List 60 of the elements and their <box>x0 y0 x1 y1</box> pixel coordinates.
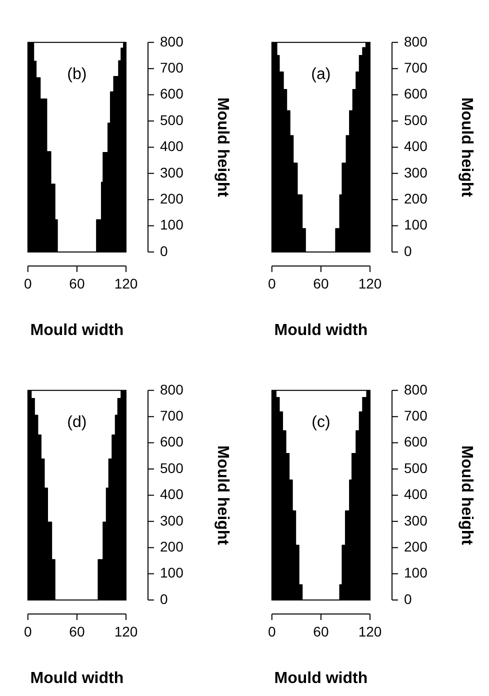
y-tick-label: 800 <box>160 381 184 398</box>
y-tick-label: 500 <box>160 460 184 476</box>
y-tick-label: 800 <box>160 33 184 50</box>
y-tick-label: 0 <box>160 242 168 259</box>
y-tick-label: 400 <box>404 138 428 154</box>
y-tick-label: 800 <box>404 33 428 50</box>
y-tick-label: 200 <box>404 190 428 206</box>
y-tick-label: 300 <box>160 512 184 528</box>
y-tick-label: 500 <box>404 460 428 476</box>
x-tick-label: 120 <box>358 623 382 640</box>
y-axis-title: Mould height <box>214 445 231 546</box>
x-tick-label: 120 <box>114 623 138 640</box>
y-tick-label: 400 <box>160 138 184 154</box>
x-tick-label: 60 <box>69 275 85 292</box>
y-tick-label: 0 <box>404 590 412 607</box>
x-tick-label: 0 <box>24 623 32 640</box>
y-tick-label: 500 <box>404 112 428 128</box>
annotation: (d) <box>67 414 87 431</box>
y-tick-label: 200 <box>160 538 184 554</box>
x-tick-label: 120 <box>114 275 138 292</box>
x-tick-label: 60 <box>69 623 85 640</box>
y-tick-label: 0 <box>404 242 412 259</box>
x-tick-label: 120 <box>358 275 382 292</box>
y-tick-label: 700 <box>160 407 184 424</box>
x-tick-label: 60 <box>313 275 329 292</box>
y-tick-label: 600 <box>160 434 184 450</box>
y-tick-label: 700 <box>160 59 184 76</box>
y-tick-label: 100 <box>404 216 428 233</box>
y-tick-label: 700 <box>404 59 428 76</box>
x-axis-title: Mould width <box>30 322 124 339</box>
x-tick-label: 0 <box>268 275 276 292</box>
y-tick-label: 100 <box>160 216 184 233</box>
y-tick-label: 300 <box>404 164 428 180</box>
x-axis-title: Mould width <box>30 670 124 687</box>
y-tick-label: 400 <box>160 486 184 502</box>
y-tick-label: 100 <box>160 564 184 581</box>
y-tick-label: 200 <box>160 190 184 206</box>
y-tick-label: 600 <box>404 434 428 450</box>
y-tick-label: 700 <box>404 407 428 424</box>
y-tick-label: 500 <box>160 112 184 128</box>
annotation: (b) <box>67 66 87 83</box>
x-tick-label: 0 <box>24 275 32 292</box>
y-tick-label: 600 <box>160 86 184 102</box>
y-tick-label: 300 <box>404 512 428 528</box>
y-axis-title: Mould height <box>214 97 231 198</box>
y-tick-label: 400 <box>404 486 428 502</box>
x-tick-label: 0 <box>268 623 276 640</box>
annotation: (a) <box>311 66 331 83</box>
y-tick-label: 800 <box>404 381 428 398</box>
y-tick-label: 100 <box>404 564 428 581</box>
y-tick-label: 300 <box>160 164 184 180</box>
y-tick-label: 600 <box>404 86 428 102</box>
y-axis-title: Mould height <box>458 445 475 546</box>
y-tick-label: 200 <box>404 538 428 554</box>
annotation: (c) <box>312 414 330 431</box>
x-axis-title: Mould width <box>274 322 368 339</box>
y-axis-title: Mould height <box>458 97 475 198</box>
y-tick-label: 0 <box>160 590 168 607</box>
x-axis-title: Mould width <box>274 670 368 687</box>
x-tick-label: 60 <box>313 623 329 640</box>
